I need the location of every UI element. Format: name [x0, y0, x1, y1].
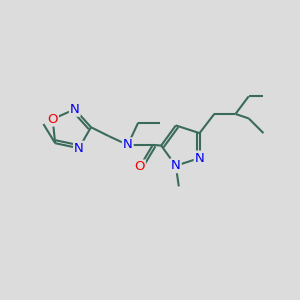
Text: N: N — [171, 159, 181, 172]
Text: N: N — [74, 142, 84, 155]
Text: N: N — [70, 103, 80, 116]
Text: O: O — [134, 160, 145, 173]
Text: N: N — [123, 138, 133, 152]
Text: O: O — [47, 112, 58, 126]
Text: N: N — [195, 152, 204, 164]
